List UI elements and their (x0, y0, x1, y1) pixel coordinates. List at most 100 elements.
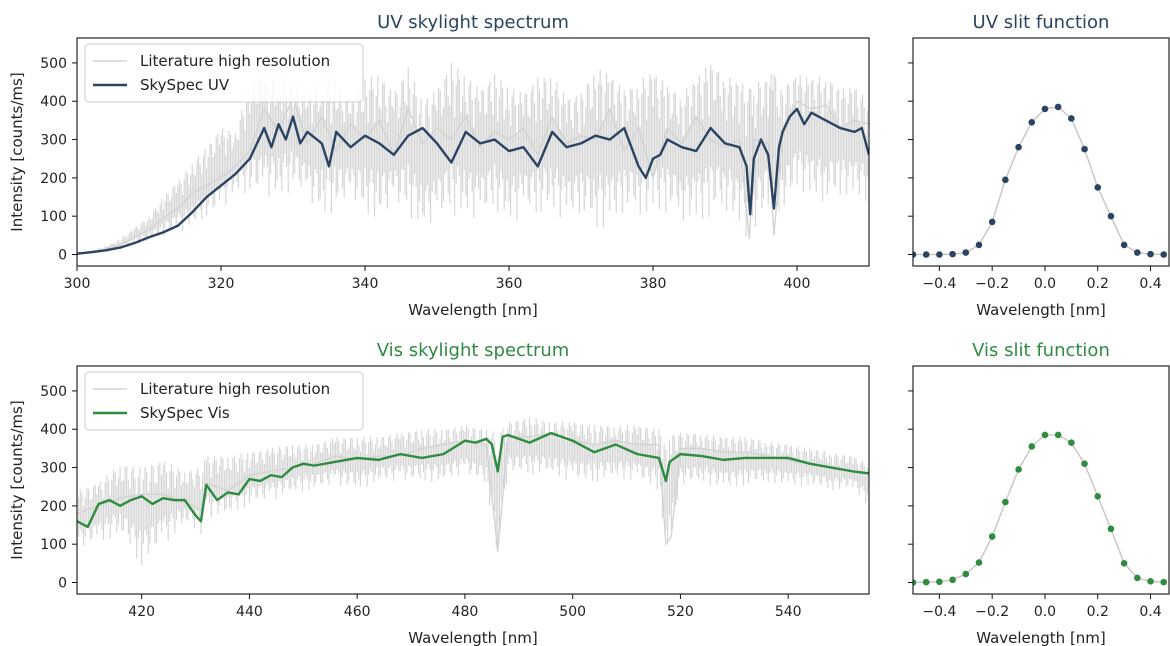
x-axis-label: Wavelength [nm] (976, 301, 1106, 319)
slit-point (1041, 431, 1049, 439)
plot-area (913, 431, 1168, 586)
chart-title: Vis skylight spectrum (377, 340, 570, 361)
chart-title: UV slit function (973, 12, 1110, 33)
y-tick-label: 300 (40, 133, 67, 149)
slit-point (1054, 431, 1062, 439)
slit-point (975, 241, 983, 249)
y-axis-label: Intensity [counts/ms] (8, 400, 26, 559)
slit-point (988, 218, 996, 226)
x-tick-label: −0.2 (975, 604, 1009, 620)
slit-point (1094, 492, 1102, 500)
slit-point (936, 251, 943, 258)
slit-point (962, 570, 970, 578)
legend-box (84, 43, 364, 103)
axes-frame (76, 365, 870, 595)
x-tick-label: 0.2 (1087, 604, 1109, 620)
slit-point (1041, 105, 1049, 113)
x-tick-label: 0.2 (1087, 276, 1109, 292)
x-tick-label: 440 (236, 604, 263, 620)
slit-point (988, 533, 996, 540)
x-tick-label: 520 (667, 604, 694, 620)
axes-frame (76, 37, 870, 267)
slit-point (922, 578, 930, 586)
axes-frame (912, 365, 1170, 595)
chart-title: Vis slit function (972, 340, 1110, 361)
y-tick-label: 500 (40, 56, 67, 72)
y-tick-label: 300 (40, 461, 67, 477)
slit-point (1015, 143, 1022, 151)
x-tick-label: −0.4 (922, 276, 956, 292)
chart-title: UV skylight spectrum (377, 12, 569, 33)
slit-point (949, 576, 956, 584)
y-tick-label: 500 (40, 384, 67, 400)
slit-point (1120, 560, 1128, 567)
x-tick-label: −0.2 (975, 276, 1009, 292)
slit-point (1002, 176, 1009, 184)
slit-point (1147, 250, 1154, 258)
slit-point (1002, 498, 1009, 506)
vis-spectrum-plot: 420 440 460 480 500 520 540 0 100 200 300 400 500 Vis… (8, 340, 870, 646)
slit-point (949, 250, 956, 258)
x-tick-label: 0.0 (1034, 604, 1056, 620)
vis-slit-plot: −0.4 −0.2 0.0 0.2 0.4 Vis slit function Wavele… (908, 340, 1170, 646)
x-tick-label: 420 (128, 604, 155, 620)
slit-connector-line (913, 434, 1164, 584)
uv-spectrum-plot: 300 320 340 360 380 400 0 100 200 300 400 500 UV sky… (8, 12, 870, 319)
slit-point (1120, 241, 1128, 249)
slit-point (1054, 103, 1062, 111)
slit-connector-line (913, 106, 1164, 256)
x-tick-label: 400 (784, 276, 811, 292)
slit-point (1094, 184, 1102, 191)
x-tick-label: 300 (64, 276, 91, 292)
legend-box (84, 371, 364, 431)
plot-area (913, 103, 1168, 258)
slit-point (1107, 212, 1115, 220)
y-axis-label: Intensity [counts/ms] (8, 72, 26, 231)
plot-area (77, 417, 869, 566)
x-tick-label: 340 (352, 276, 379, 292)
instrument-line (77, 107, 869, 255)
x-axis-label: Wavelength [nm] (408, 301, 538, 319)
x-tick-label: 540 (775, 604, 802, 620)
x-axis-label: Wavelength [nm] (976, 629, 1106, 646)
slit-point (962, 249, 970, 256)
y-tick-label: 400 (40, 422, 67, 438)
legend-entry: Literature high resolution (140, 380, 330, 398)
x-tick-label: 380 (640, 276, 667, 292)
axes-frame (912, 37, 1170, 267)
slit-point (975, 559, 983, 566)
x-axis-label: Wavelength [nm] (408, 629, 538, 646)
slit-point (922, 251, 930, 258)
y-tick-label: 0 (58, 248, 67, 264)
y-tick-label: 200 (40, 171, 67, 187)
y-tick-label: 200 (40, 499, 67, 515)
slit-point (1160, 251, 1168, 258)
x-tick-label: −0.4 (922, 604, 956, 620)
y-tick-label: 100 (40, 537, 67, 553)
y-tick-label: 100 (40, 209, 67, 225)
slit-point (1147, 578, 1154, 585)
slit-point (1028, 443, 1036, 450)
slit-point (1160, 578, 1168, 586)
slit-point (936, 578, 943, 586)
legend-entry: Literature high resolution (140, 52, 330, 70)
y-tick-label: 0 (58, 576, 67, 592)
slit-point (1081, 460, 1088, 468)
instrument-line (77, 431, 869, 529)
x-tick-label: 0.4 (1139, 604, 1161, 620)
x-tick-label: 360 (496, 276, 523, 292)
slit-point (1015, 466, 1022, 473)
legend-entry: SkySpec UV (140, 76, 230, 94)
legend-entry: SkySpec Vis (140, 404, 230, 422)
x-tick-label: 320 (208, 276, 235, 292)
slit-point (1068, 115, 1075, 122)
slit-point (1134, 249, 1141, 256)
slit-point (1107, 525, 1115, 533)
x-tick-label: 480 (452, 604, 479, 620)
slit-point (913, 579, 917, 586)
x-tick-label: 0.0 (1034, 276, 1056, 292)
slit-point (913, 251, 917, 258)
uv-slit-plot: −0.4 −0.2 0.0 0.2 0.4 UV slit function Wavelen… (908, 12, 1170, 319)
slit-point (1081, 145, 1088, 153)
